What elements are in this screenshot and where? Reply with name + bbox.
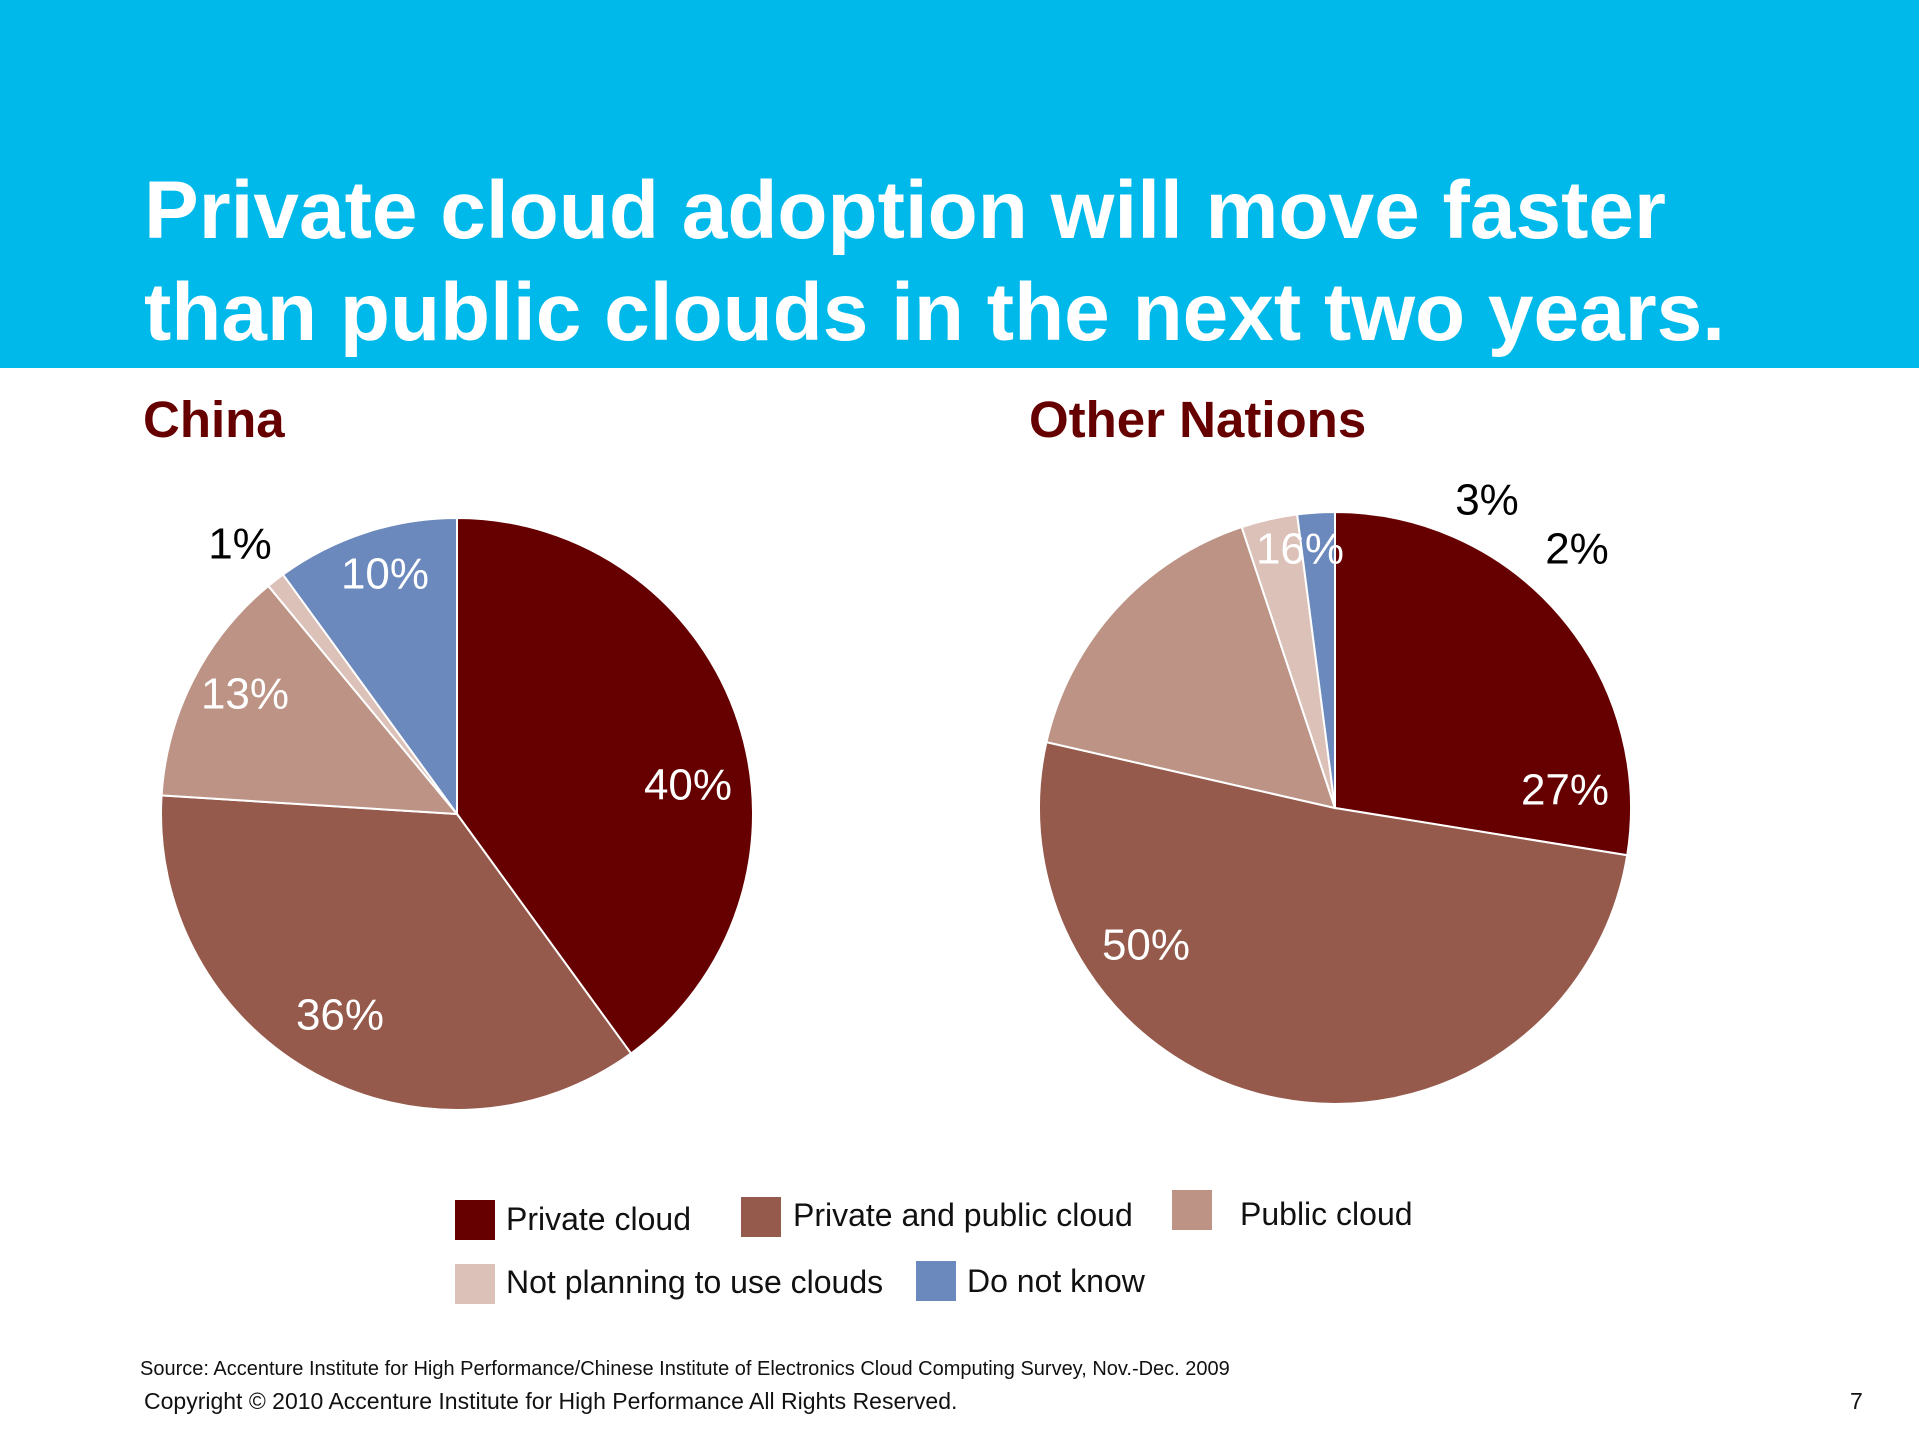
other-nations-slice-private-and-public-cloud: [1038, 740, 1629, 1105]
other-nations-slice-private-cloud: [1334, 510, 1632, 857]
other-nations-label-public-cloud: 16%: [1256, 525, 1344, 574]
china-label-not-planning: 1%: [208, 520, 272, 569]
legend-label-not-planning: Not planning to use clouds: [506, 1264, 884, 1300]
legend-label-private-and-public-cloud: Private and public cloud: [793, 1197, 1133, 1233]
other-nations-slice-public-cloud: [1045, 525, 1337, 810]
other-nations-slice-do-not-know: [1296, 510, 1336, 809]
china-label-public-cloud: 13%: [201, 670, 289, 719]
other-nations-label-private-and-public-cloud: 50%: [1102, 921, 1190, 970]
legend-label-do-not-know: Do not know: [967, 1263, 1145, 1299]
title-banner: [0, 0, 1919, 368]
page-title: Private cloud adoption will move faster …: [144, 160, 1884, 364]
china-pie: 40% 36% 13% 1% 10%: [160, 516, 754, 1111]
other-nations-label-do-not-know: 2%: [1545, 525, 1609, 574]
china-chart-title: China: [143, 391, 285, 448]
china-label-private-cloud: 40%: [644, 761, 732, 810]
china-slice-private-cloud: [456, 516, 754, 1055]
legend-swatch-do-not-know: [916, 1261, 956, 1301]
china-slice-do-not-know: [281, 516, 458, 818]
title-line-1: Private cloud adoption will move faster: [144, 165, 1666, 256]
copyright-note: Copyright © 2010 Accenture Institute for…: [144, 1388, 958, 1414]
legend-swatch-not-planning: [455, 1264, 495, 1304]
china-slice-private-and-public-cloud: [160, 794, 633, 1111]
page-number: 7: [1850, 1388, 1863, 1414]
other-nations-chart-title: Other Nations: [1029, 391, 1367, 448]
legend-label-public-cloud: Public cloud: [1240, 1196, 1413, 1232]
other-nations-pie: 27% 50% 16% 3% 2%: [1038, 476, 1632, 1105]
other-nations-label-not-planning: 3%: [1455, 476, 1519, 525]
china-slice-public-cloud: [160, 584, 460, 816]
legend-swatch-private-and-public-cloud: [741, 1197, 781, 1237]
legend-swatch-private-cloud: [455, 1200, 495, 1240]
china-label-do-not-know: 10%: [341, 550, 429, 599]
legend-label-private-cloud: Private cloud: [506, 1201, 691, 1237]
source-note: Source: Accenture Institute for High Per…: [140, 1358, 1230, 1380]
china-label-private-and-public-cloud: 36%: [296, 991, 384, 1040]
title-line-2: than public clouds in the next two years…: [144, 267, 1726, 358]
legend-swatch-public-cloud: [1172, 1190, 1212, 1230]
other-nations-label-private-cloud: 27%: [1521, 766, 1609, 815]
